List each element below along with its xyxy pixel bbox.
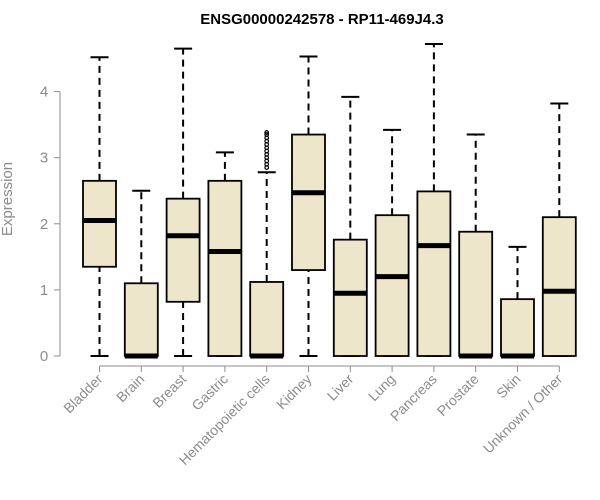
box-body (374, 214, 410, 357)
box-gastric (207, 151, 243, 357)
box-body (500, 298, 535, 357)
box-liver (332, 95, 368, 357)
x-tick-label-prostate: Prostate (434, 371, 482, 419)
box-skin (500, 245, 535, 359)
box-body (165, 197, 201, 303)
box-breast (165, 47, 201, 357)
x-tick-label-brain: Brain (113, 371, 147, 405)
chart-title: ENSG00000242578 - RP11-469J4.3 (200, 11, 444, 28)
y-tick-label: 4 (40, 84, 48, 101)
box-body (291, 133, 326, 271)
box-body (416, 190, 452, 357)
y-tick-label: 2 (40, 216, 48, 233)
y-axis-label: Expression (0, 162, 16, 236)
y-tick-label: 0 (40, 348, 48, 365)
box-pancreas (416, 42, 452, 357)
x-tick-label-bladder: Bladder (60, 371, 106, 417)
box-lung (374, 128, 410, 357)
box-brain (123, 189, 159, 359)
box-unknown-other (541, 102, 577, 357)
box-body (332, 238, 368, 357)
outlier-point (264, 132, 270, 137)
box-body (458, 230, 494, 357)
box-body (541, 216, 577, 357)
y-tick-label: 1 (40, 282, 48, 299)
box-hematopoietic-cells (249, 130, 285, 359)
box-body (123, 282, 159, 357)
x-tick-label-unknown-other: Unknown / Other (480, 371, 566, 457)
box-body (249, 281, 285, 357)
plot-area (82, 42, 577, 359)
x-tick-label-breast: Breast (149, 371, 189, 411)
box-bladder (82, 56, 117, 357)
y-tick-label: 3 (40, 150, 48, 167)
box-body (82, 179, 117, 268)
x-tick-label-lung: Lung (365, 371, 398, 404)
outlier-point (264, 130, 270, 135)
y-axis: 0 1 2 3 4 (40, 84, 61, 365)
x-tick-label-liver: Liver (324, 371, 357, 404)
box-kidney (291, 55, 326, 357)
box-body (207, 179, 243, 357)
x-tick-label-kidney: Kidney (273, 371, 315, 413)
box-prostate (458, 133, 494, 359)
x-tick-label-skin: Skin (493, 371, 524, 402)
